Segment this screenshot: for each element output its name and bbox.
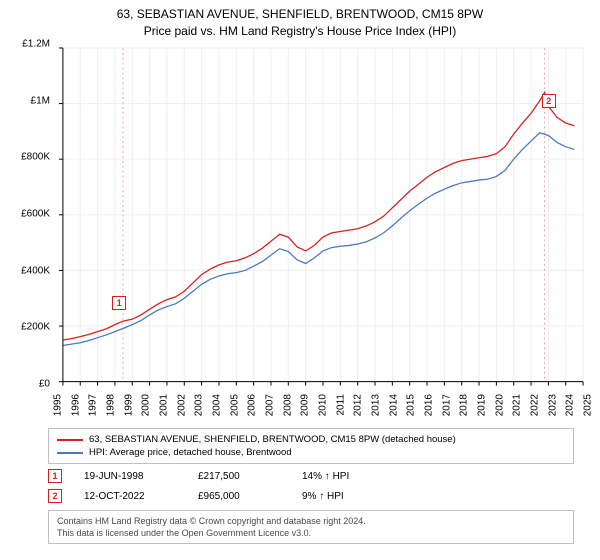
data-point-hpi: 14% ↑ HPI xyxy=(302,471,574,482)
data-point-row: 1 19-JUN-1998 £217,500 14% ↑ HPI xyxy=(48,466,574,486)
data-point-date: 19-JUN-1998 xyxy=(84,471,194,482)
legend-item: 63, SEBASTIAN AVENUE, SHENFIELD, BRENTWO… xyxy=(57,433,565,446)
x-tick-label: 2013 xyxy=(371,394,382,416)
data-point-hpi: 9% ↑ HPI xyxy=(302,491,574,502)
line-chart-svg xyxy=(58,46,588,388)
x-tick-label: 2008 xyxy=(282,394,293,416)
legend-label: 63, SEBASTIAN AVENUE, SHENFIELD, BRENTWO… xyxy=(89,434,456,445)
data-point-marker: 2 xyxy=(48,489,62,503)
x-tick-label: 2000 xyxy=(141,394,152,416)
data-point-price: £217,500 xyxy=(198,471,298,482)
x-tick-label: 2016 xyxy=(424,394,435,416)
x-tick-label: 2010 xyxy=(318,394,329,416)
x-tick-label: 2019 xyxy=(477,394,488,416)
x-tick-label: 2007 xyxy=(265,394,276,416)
x-tick-label: 2003 xyxy=(194,394,205,416)
data-point-date: 12-OCT-2022 xyxy=(84,491,194,502)
y-tick-label: £600K xyxy=(21,209,50,220)
x-tick-label: 2020 xyxy=(494,394,505,416)
x-axis: 1995199619971998199920002001200220032004… xyxy=(58,388,588,428)
x-tick-label: 2011 xyxy=(335,394,346,416)
y-tick-label: £0 xyxy=(39,379,50,390)
chart-marker-1: 1 xyxy=(112,296,126,310)
chart-marker-2: 2 xyxy=(542,94,556,108)
x-tick-label: 2022 xyxy=(530,394,541,416)
plot-area: 12 xyxy=(58,46,588,386)
y-tick-label: £1.2M xyxy=(22,39,50,50)
footer-line-1: Contains HM Land Registry data © Crown c… xyxy=(57,515,565,527)
x-tick-label: 1997 xyxy=(88,394,99,416)
footer-line-2: This data is licensed under the Open Gov… xyxy=(57,527,565,539)
legend-swatch xyxy=(57,439,83,441)
x-tick-label: 2024 xyxy=(565,394,576,416)
data-point-price: £965,000 xyxy=(198,491,298,502)
x-tick-label: 2021 xyxy=(512,394,523,416)
x-tick-label: 2002 xyxy=(176,394,187,416)
x-tick-label: 2005 xyxy=(229,394,240,416)
chart-container: 63, SEBASTIAN AVENUE, SHENFIELD, BRENTWO… xyxy=(0,0,600,560)
x-tick-label: 2023 xyxy=(547,394,558,416)
x-tick-label: 2001 xyxy=(159,394,170,416)
x-tick-label: 2009 xyxy=(300,394,311,416)
x-tick-label: 2017 xyxy=(441,394,452,416)
data-point-row: 2 12-OCT-2022 £965,000 9% ↑ HPI xyxy=(48,486,574,506)
y-tick-label: £1M xyxy=(31,95,50,106)
legend: 63, SEBASTIAN AVENUE, SHENFIELD, BRENTWO… xyxy=(48,428,574,464)
x-tick-label: 1996 xyxy=(70,394,81,416)
x-tick-label: 1995 xyxy=(53,394,64,416)
x-tick-label: 2015 xyxy=(406,394,417,416)
legend-swatch xyxy=(57,452,83,454)
legend-item: HPI: Average price, detached house, Bren… xyxy=(57,446,565,459)
x-tick-label: 2006 xyxy=(247,394,258,416)
y-tick-label: £800K xyxy=(21,152,50,163)
x-tick-label: 2004 xyxy=(212,394,223,416)
y-tick-label: £400K xyxy=(21,265,50,276)
legend-label: HPI: Average price, detached house, Bren… xyxy=(89,447,292,458)
x-tick-label: 2018 xyxy=(459,394,470,416)
data-point-marker: 1 xyxy=(48,469,62,483)
x-tick-label: 2012 xyxy=(353,394,364,416)
data-point-table: 1 19-JUN-1998 £217,500 14% ↑ HPI 2 12-OCT-202… xyxy=(48,466,574,506)
y-axis: £0£200K£400K£600K£800K£1M£1.2M xyxy=(8,44,54,384)
chart-subtitle: Price paid vs. HM Land Registry's House … xyxy=(0,23,600,40)
x-tick-label: 1999 xyxy=(123,394,134,416)
x-tick-label: 2014 xyxy=(388,394,399,416)
y-tick-label: £200K xyxy=(21,322,50,333)
chart-title: 63, SEBASTIAN AVENUE, SHENFIELD, BRENTWO… xyxy=(0,6,600,23)
title-block: 63, SEBASTIAN AVENUE, SHENFIELD, BRENTWO… xyxy=(0,0,600,42)
attribution-footer: Contains HM Land Registry data © Crown c… xyxy=(48,510,574,544)
x-tick-label: 2025 xyxy=(583,394,594,416)
x-tick-label: 1998 xyxy=(106,394,117,416)
